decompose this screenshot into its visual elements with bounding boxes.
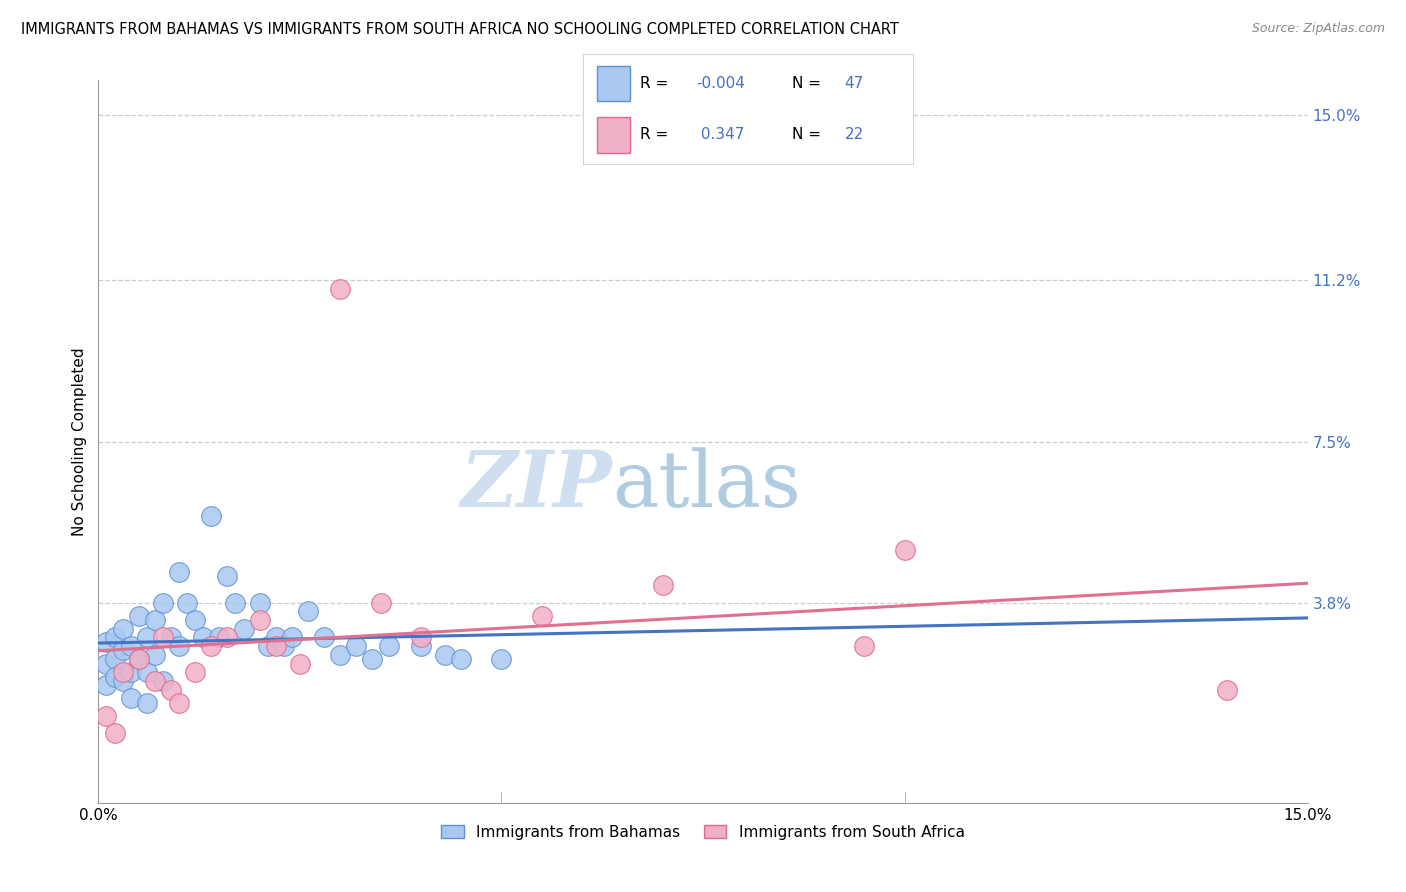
Point <box>111 665 134 680</box>
Point <box>103 652 125 666</box>
Point <box>450 652 472 666</box>
Point <box>434 648 457 662</box>
Text: R =: R = <box>640 76 673 91</box>
FancyBboxPatch shape <box>583 54 914 165</box>
Point <box>200 508 222 523</box>
Text: -0.004: -0.004 <box>696 76 745 91</box>
Point <box>160 631 183 645</box>
Text: ZIP: ZIP <box>461 447 613 523</box>
Y-axis label: No Schooling Completed: No Schooling Completed <box>72 347 87 536</box>
Point <box>135 665 157 680</box>
Point <box>167 639 190 653</box>
Point <box>184 665 207 680</box>
Point <box>530 608 553 623</box>
Legend: Immigrants from Bahamas, Immigrants from South Africa: Immigrants from Bahamas, Immigrants from… <box>436 819 970 846</box>
Point <box>200 639 222 653</box>
Point <box>208 631 231 645</box>
Point <box>111 622 134 636</box>
Point <box>111 643 134 657</box>
Point <box>329 282 352 296</box>
Point <box>96 708 118 723</box>
Point <box>409 631 432 645</box>
Point <box>853 639 876 653</box>
Point <box>224 596 246 610</box>
Text: IMMIGRANTS FROM BAHAMAS VS IMMIGRANTS FROM SOUTH AFRICA NO SCHOOLING COMPLETED C: IMMIGRANTS FROM BAHAMAS VS IMMIGRANTS FR… <box>21 22 898 37</box>
Point <box>256 639 278 653</box>
Text: 22: 22 <box>845 128 863 143</box>
Point <box>409 639 432 653</box>
Point <box>128 652 150 666</box>
Point <box>152 631 174 645</box>
Point <box>143 673 166 688</box>
Text: 0.347: 0.347 <box>696 128 744 143</box>
Point <box>96 657 118 671</box>
Point <box>264 631 287 645</box>
Point <box>329 648 352 662</box>
Text: atlas: atlas <box>613 447 801 523</box>
Point <box>111 673 134 688</box>
Point <box>249 596 271 610</box>
Point <box>120 639 142 653</box>
Text: 47: 47 <box>845 76 863 91</box>
Text: Source: ZipAtlas.com: Source: ZipAtlas.com <box>1251 22 1385 36</box>
Text: N =: N = <box>792 128 825 143</box>
Point <box>273 639 295 653</box>
Point <box>217 631 239 645</box>
Point <box>120 691 142 706</box>
Point <box>361 652 384 666</box>
Point <box>96 678 118 692</box>
Point <box>232 622 254 636</box>
Point <box>651 578 673 592</box>
Point <box>135 631 157 645</box>
Bar <box>596 117 630 153</box>
Point <box>160 682 183 697</box>
Point <box>135 696 157 710</box>
Point <box>167 565 190 579</box>
Point <box>249 613 271 627</box>
Point <box>344 639 367 653</box>
Point <box>128 652 150 666</box>
Point <box>103 726 125 740</box>
Point <box>143 648 166 662</box>
Point <box>152 673 174 688</box>
Point <box>184 613 207 627</box>
Point <box>167 696 190 710</box>
Point <box>103 669 125 683</box>
Point <box>128 608 150 623</box>
Point <box>96 634 118 648</box>
Bar <box>596 66 630 102</box>
Text: N =: N = <box>792 76 825 91</box>
Point <box>217 569 239 583</box>
Point <box>370 596 392 610</box>
Point <box>143 613 166 627</box>
Point <box>893 543 915 558</box>
Point <box>120 665 142 680</box>
Text: R =: R = <box>640 128 673 143</box>
Point <box>193 631 215 645</box>
Point <box>1216 682 1239 697</box>
Point <box>297 604 319 618</box>
Point <box>264 639 287 653</box>
Point <box>176 596 198 610</box>
Point <box>377 639 399 653</box>
Point <box>103 631 125 645</box>
Point <box>288 657 311 671</box>
Point <box>281 631 304 645</box>
Point <box>152 596 174 610</box>
Point <box>314 631 336 645</box>
Point <box>491 652 513 666</box>
